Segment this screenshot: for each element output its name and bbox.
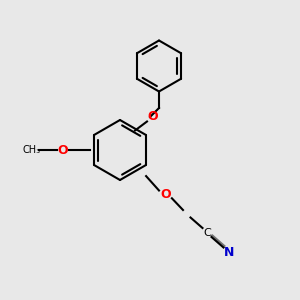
Text: O: O: [58, 143, 68, 157]
Text: CH₃: CH₃: [22, 145, 40, 155]
Text: N: N: [224, 245, 235, 259]
Text: O: O: [160, 188, 171, 201]
Text: C: C: [203, 227, 211, 238]
Text: O: O: [148, 110, 158, 124]
